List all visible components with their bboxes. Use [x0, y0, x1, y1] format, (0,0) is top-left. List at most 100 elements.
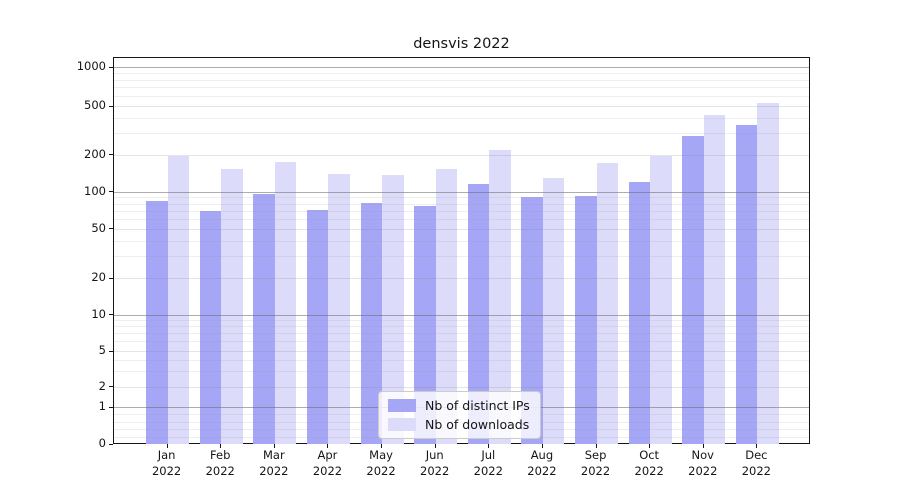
legend-swatch-distinct-ips — [388, 399, 416, 412]
bar-downloads-mar — [274, 162, 297, 445]
y-tick-mark — [109, 350, 113, 352]
y-gridline-minor — [114, 118, 809, 120]
y-gridline-minor — [114, 341, 809, 343]
x-tick-label: Sep 2022 — [580, 448, 611, 478]
y-gridline-minor — [114, 133, 809, 135]
x-tick-label: May 2022 — [366, 448, 396, 478]
y-gridline-minor — [114, 87, 809, 89]
y-tick-mark — [109, 66, 113, 68]
y-tick-label: 20 — [91, 270, 106, 285]
legend-swatch-downloads — [388, 418, 416, 431]
y-tick-mark — [109, 443, 113, 445]
bar-downloads-may — [382, 174, 404, 445]
x-tick-label: Mar 2022 — [259, 448, 289, 478]
bar-downloads-aug — [542, 177, 565, 445]
y-gridline-minor — [114, 240, 809, 242]
bar-distinct-ips-feb — [199, 211, 222, 445]
y-tick-label: 200 — [84, 146, 106, 161]
bars-layer — [114, 58, 809, 445]
bar-downloads-apr — [328, 173, 350, 445]
grid-layer — [114, 58, 809, 443]
y-gridline-major — [114, 67, 809, 69]
y-gridline-minor — [114, 359, 809, 361]
y-gridline-major — [114, 314, 809, 316]
x-tick-label: Oct 2022 — [634, 448, 664, 478]
y-gridline-minor — [114, 386, 809, 388]
legend-label-distinct-ips: Nb of distinct IPs — [425, 398, 530, 413]
bar-downloads-dec — [757, 103, 779, 445]
bar-downloads-jul — [489, 150, 511, 445]
bar-distinct-ips-sep — [575, 195, 597, 445]
x-tick-mark — [541, 443, 543, 448]
bar-distinct-ips-jan — [146, 201, 168, 445]
x-tick-mark — [595, 443, 597, 448]
y-tick-label: 5 — [98, 343, 106, 357]
x-tick-label: Feb 2022 — [205, 448, 235, 478]
y-gridline-minor — [114, 256, 809, 258]
y-tick-label: 1 — [98, 399, 106, 413]
y-gridline-major — [114, 191, 809, 193]
x-tick-mark — [220, 443, 222, 448]
bar-distinct-ips-apr — [307, 210, 329, 445]
bar-downloads-oct — [650, 156, 672, 445]
y-tick-label: 500 — [84, 98, 106, 113]
y-gridline-minor — [114, 326, 809, 328]
bar-downloads-sep — [596, 163, 618, 445]
chart-title: densvis 2022 — [413, 36, 510, 52]
x-tick-mark — [166, 443, 168, 448]
bar-distinct-ips-dec — [735, 124, 758, 445]
legend-label-downloads: Nb of downloads — [425, 417, 530, 432]
bar-distinct-ips-jul — [467, 183, 490, 445]
x-tick-mark — [488, 443, 490, 448]
y-gridline-minor — [114, 95, 809, 97]
legend-row-downloads: Nb of downloads — [388, 417, 530, 432]
y-tick-label: 0 — [98, 436, 106, 450]
x-tick-label: Aug 2022 — [527, 448, 557, 478]
y-gridline-minor — [114, 228, 809, 230]
y-gridline-minor — [114, 197, 809, 199]
y-gridline-minor — [114, 79, 809, 81]
x-tick-mark — [327, 443, 329, 448]
bar-downloads-nov — [703, 115, 726, 445]
bar-distinct-ips-nov — [682, 135, 704, 445]
y-tick-label: 2 — [98, 378, 106, 393]
x-tick-label: Nov 2022 — [688, 448, 718, 478]
y-tick-mark — [109, 228, 113, 230]
y-tick-label: 10 — [91, 306, 106, 321]
x-tick-mark — [649, 443, 651, 448]
x-tick-label: Jan 2022 — [151, 448, 182, 478]
y-gridline-minor — [114, 218, 809, 220]
bar-distinct-ips-jun — [414, 206, 436, 445]
y-gridline-minor — [114, 320, 809, 322]
y-tick-mark — [109, 314, 113, 316]
x-tick-mark — [756, 443, 758, 448]
y-gridline-minor — [114, 370, 809, 372]
bar-downloads-jun — [435, 169, 458, 445]
x-tick-mark — [702, 443, 704, 448]
legend: Nb of distinct IPs Nb of downloads — [378, 391, 541, 439]
y-tick-mark — [109, 277, 113, 279]
bar-distinct-ips-aug — [521, 197, 543, 445]
bar-distinct-ips-may — [360, 202, 383, 445]
y-tick-label: 100 — [84, 183, 106, 198]
x-tick-label: Apr 2022 — [312, 448, 343, 478]
x-tick-label: Jul 2022 — [473, 448, 503, 478]
x-tick-mark — [381, 443, 383, 448]
y-gridline-minor — [114, 203, 809, 205]
x-tick-label: Jun 2022 — [420, 448, 450, 478]
y-gridline-minor — [114, 278, 809, 280]
y-tick-mark — [109, 406, 113, 408]
y-tick-mark — [109, 105, 113, 107]
plot-area — [113, 57, 810, 445]
bar-distinct-ips-oct — [628, 181, 651, 445]
bar-downloads-jan — [167, 156, 190, 445]
bar-downloads-feb — [221, 169, 243, 445]
y-tick-mark — [109, 191, 113, 192]
x-tick-mark — [434, 443, 436, 448]
x-tick-mark — [273, 443, 275, 448]
y-gridline-minor — [114, 154, 809, 156]
x-tick-label: Dec 2022 — [741, 448, 772, 478]
y-tick-mark — [109, 386, 113, 387]
y-gridline-minor — [114, 210, 809, 212]
